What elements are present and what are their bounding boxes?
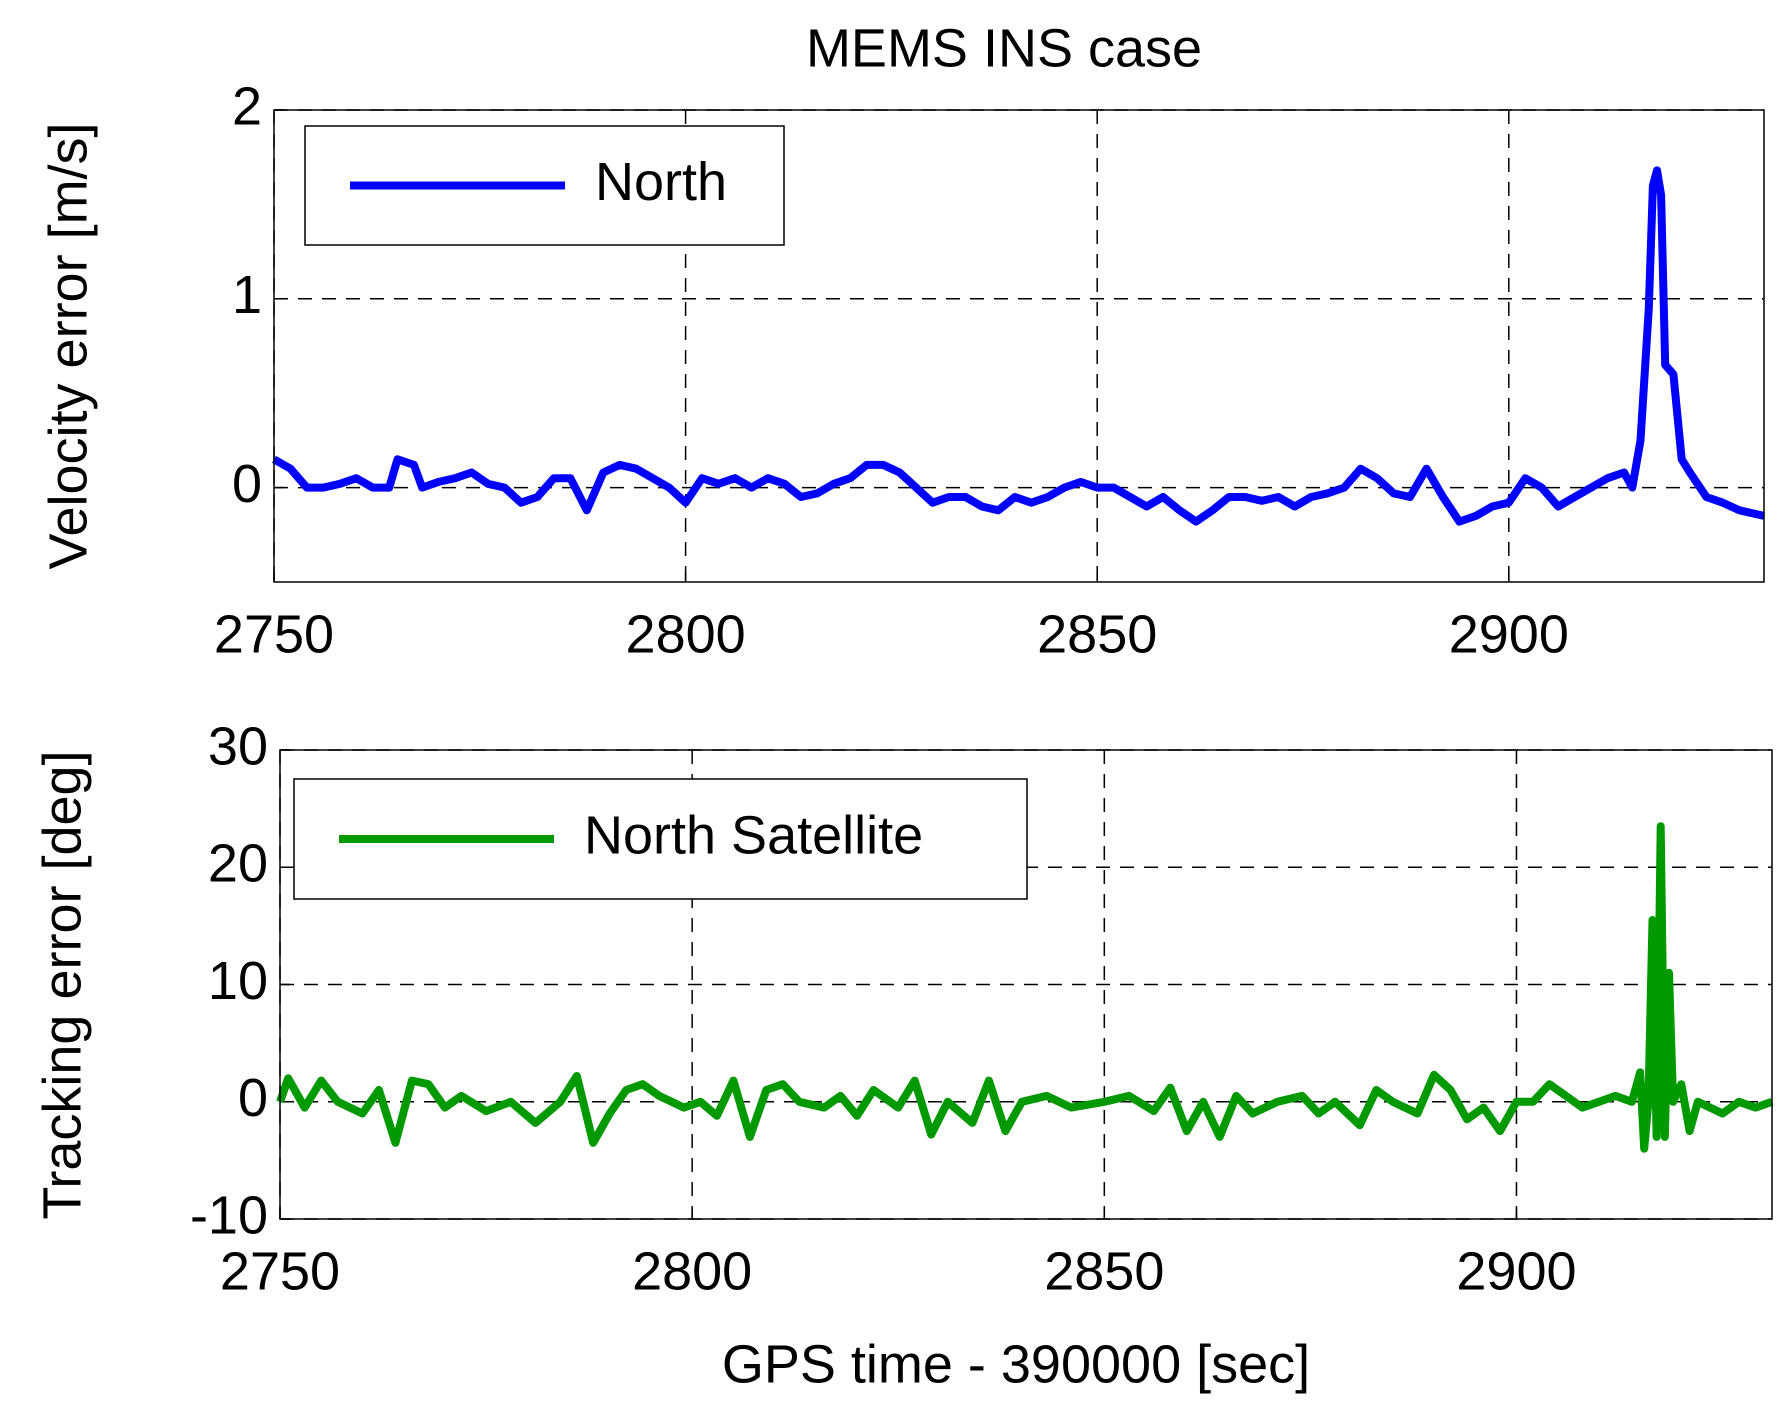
y-axis-label: Velocity error [m/s] [38, 122, 98, 569]
y-tick-label: 1 [232, 265, 262, 325]
x-tick-label: 2800 [626, 604, 746, 664]
legend-label: North Satellite [584, 805, 923, 865]
y-tick-label: 20 [208, 834, 268, 894]
x-tick-label: 2900 [1449, 604, 1569, 664]
y-axis-label: Tracking error [deg] [32, 750, 92, 1219]
plot-frame [279, 749, 1773, 1220]
data-line [276, 822, 1774, 1153]
y-tick-label: 0 [238, 1068, 268, 1128]
legend-label: North [595, 152, 727, 212]
chart-title: MEMS INS case [806, 18, 1202, 78]
x-tick-label: 2900 [1456, 1241, 1576, 1301]
y-tick-label: 0 [232, 454, 262, 514]
x-axis-label: GPS time - 390000 [sec] [722, 1334, 1310, 1394]
plot-frame [273, 109, 1765, 583]
x-tick-label: 2850 [1037, 604, 1157, 664]
x-tick-label: 2750 [214, 604, 334, 664]
data-line [272, 166, 1765, 526]
x-tick-label: 2850 [1044, 1241, 1164, 1301]
y-tick-label: 10 [208, 951, 268, 1011]
x-tick-label: 2800 [632, 1241, 752, 1301]
y-tick-label: 2 [232, 76, 262, 136]
y-tick-label: 30 [208, 716, 268, 776]
x-tick-label: 2750 [220, 1241, 340, 1301]
y-tick-label: -10 [190, 1185, 268, 1245]
